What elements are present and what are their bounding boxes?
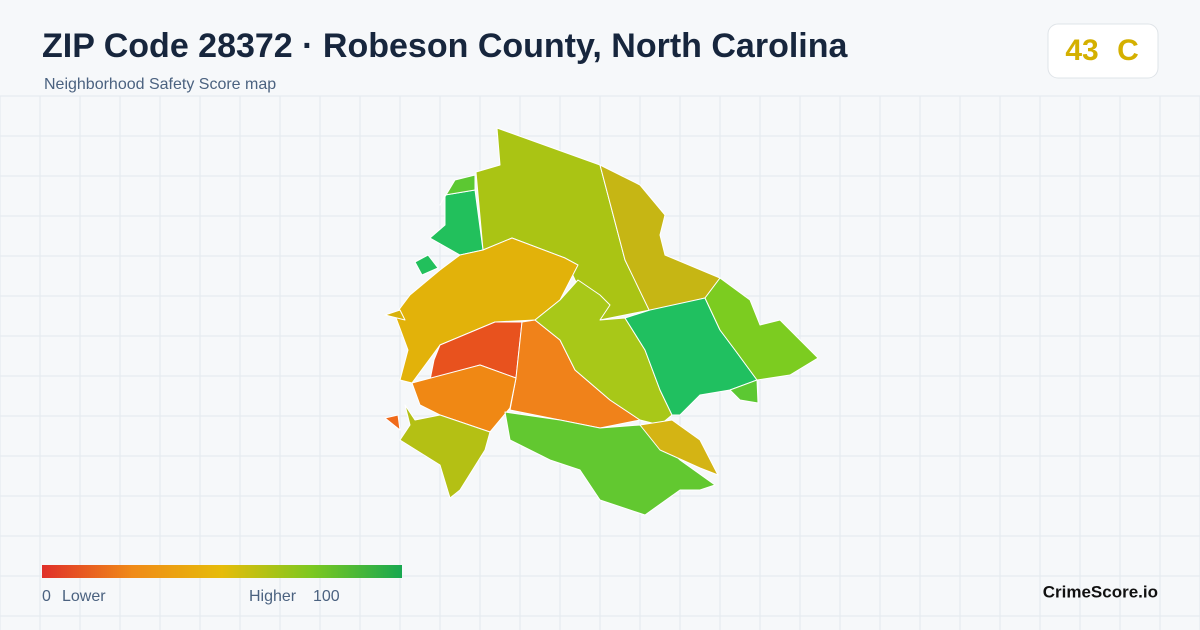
region	[504, 411, 716, 516]
subtitle: Neighborhood Safety Score map	[44, 76, 276, 93]
score-grade: C	[1117, 34, 1139, 67]
score-badge	[1047, 23, 1159, 79]
title: ZIP Code 28372 · Robeson County, North C…	[42, 27, 848, 65]
brand: CrimeScore.io	[1043, 582, 1158, 601]
legend-low: Lower	[62, 588, 106, 605]
region	[639, 419, 719, 476]
region	[394, 237, 579, 384]
region	[414, 254, 439, 276]
region	[599, 164, 721, 313]
region	[384, 414, 401, 431]
map	[384, 127, 819, 516]
region	[534, 279, 673, 426]
legend-high: Higher	[249, 588, 297, 605]
region	[439, 174, 476, 206]
region	[384, 309, 406, 321]
region	[399, 404, 491, 499]
region	[411, 364, 517, 433]
legend-min: 0	[42, 588, 51, 605]
region	[704, 277, 819, 381]
legend-max: 100	[313, 588, 340, 605]
legend-bar	[42, 565, 402, 578]
score-value: 43	[1065, 34, 1098, 67]
region	[729, 379, 759, 404]
grid	[0, 95, 1200, 630]
